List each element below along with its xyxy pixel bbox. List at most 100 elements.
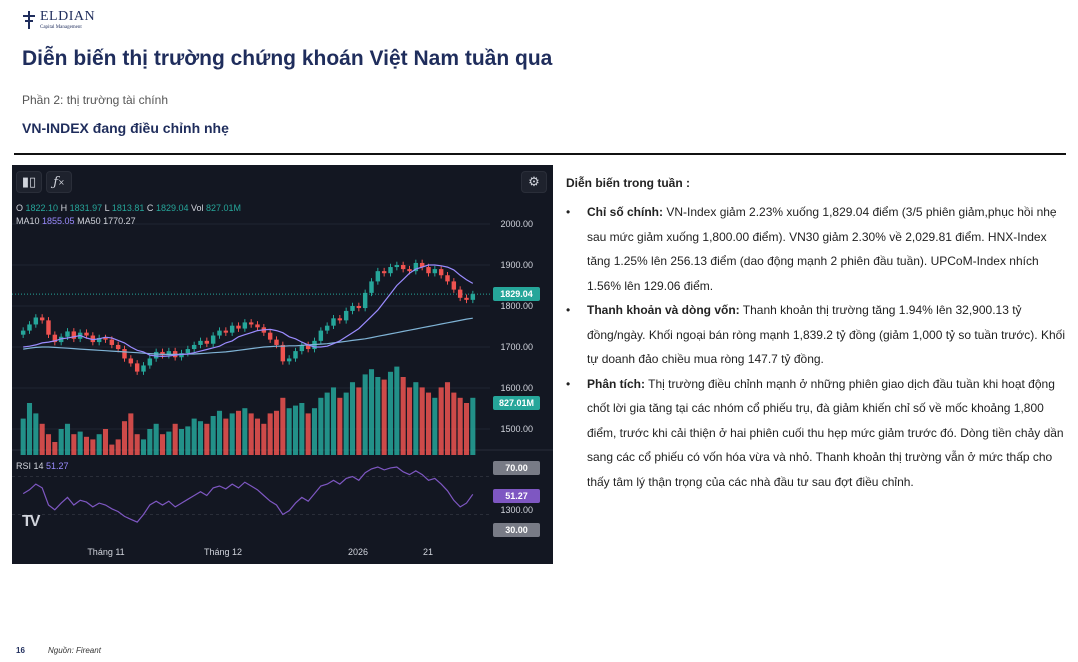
candle-body (356, 306, 362, 309)
volume-bar (292, 405, 299, 455)
volume-bar (58, 429, 64, 455)
volume-bar (381, 379, 387, 455)
candle-body (198, 340, 203, 345)
rsi-tick: 1300.00 (500, 505, 533, 515)
volume-bar (444, 382, 451, 455)
volume-bar (20, 418, 26, 455)
ma50-line (23, 317, 473, 355)
volume-bar (406, 387, 413, 455)
ma10-line (23, 264, 474, 358)
volume-bar (134, 434, 140, 455)
candle-body (274, 339, 279, 345)
candle-body (27, 324, 32, 331)
y-tick: 2000.00 (500, 219, 533, 229)
volume-bar (45, 434, 52, 455)
volume-bar (64, 423, 71, 455)
candle-body (451, 281, 457, 290)
volume-bar (39, 423, 45, 455)
bullet-liquidity: Thanh khoản và dòng vốn: Thanh khoản thị… (566, 298, 1066, 372)
candle-body (90, 335, 96, 343)
volume-bar (261, 423, 267, 455)
candlestick-icon[interactable]: ▮▯ (16, 171, 42, 193)
volume-bar (204, 423, 210, 455)
candle-body (236, 325, 241, 329)
volume-bar (280, 397, 286, 455)
candle-body (293, 351, 298, 359)
candle-body (134, 363, 140, 372)
volume-bar (121, 421, 128, 455)
candle-body (464, 297, 469, 300)
ma-legend: MA10 1855.05 MA50 1770.27 (16, 216, 136, 226)
gear-icon[interactable]: ⚙ (521, 171, 547, 193)
candle-body (280, 344, 286, 362)
candle-body (457, 289, 463, 298)
volume-bar (311, 408, 318, 455)
price-badge: 1829.04 (493, 287, 540, 301)
candle-body (153, 351, 159, 359)
candle-body (419, 262, 425, 268)
volume-bar (140, 439, 147, 455)
volume-bar (178, 429, 185, 455)
y-tick: 1600.00 (500, 383, 533, 393)
volume-bar (242, 408, 248, 455)
y-tick: 1700.00 (500, 342, 533, 352)
candle-body (39, 317, 45, 321)
volume-bar (128, 413, 134, 455)
ohlc-legend: O 1822.10 H 1831.97 L 1813.81 C 1829.04 … (16, 203, 242, 213)
brand-logo: ELDIAN Capital Management (22, 8, 95, 32)
candle-body (286, 358, 292, 362)
rsi-lower-badge: 30.00 (493, 523, 540, 537)
candle-body (210, 335, 216, 344)
candle-body (160, 351, 165, 356)
candle-body (229, 325, 235, 333)
y-tick: 1800.00 (500, 301, 533, 311)
volume-bar (343, 392, 349, 455)
volume-bar (349, 382, 356, 455)
candle-body (46, 320, 51, 335)
candle-body (65, 331, 70, 337)
volume-bar (470, 397, 476, 455)
candle-body (381, 271, 387, 274)
volume-bar (413, 382, 419, 455)
fx-icon[interactable]: ƒ × (46, 171, 72, 193)
volume-bar (457, 397, 463, 455)
candle-body (470, 294, 476, 300)
candle-body (255, 324, 260, 328)
candle-body (52, 334, 58, 343)
volume-bar (375, 377, 381, 455)
candle-body (96, 337, 102, 343)
candle-body (103, 337, 108, 340)
volume-bar (356, 387, 362, 455)
section-label: Phần 2: thị trường tài chính (22, 93, 168, 107)
volume-bar (299, 403, 305, 455)
volume-bar (419, 387, 425, 455)
volume-bar (432, 397, 438, 455)
volume-bar (153, 423, 159, 455)
x-tick: 21 (422, 547, 434, 557)
candle-body (350, 306, 355, 311)
x-tick: 2026 (347, 547, 369, 557)
source-note: Nguồn: Fireant (48, 646, 101, 655)
candle-body (128, 358, 134, 364)
vnindex-chart[interactable]: ▮▯ ƒ × ⚙ O 1822.10 H 1831.97 L 1813.81 C … (12, 165, 553, 564)
rsi-upper-badge: 70.00 (493, 461, 540, 475)
volume-bar (387, 371, 394, 455)
x-tick: Tháng 12 (203, 547, 243, 557)
volume-bar (172, 423, 178, 455)
candle-body (318, 330, 324, 341)
candle-body (432, 269, 438, 274)
candle-body (394, 265, 400, 268)
candle-body (20, 330, 26, 335)
volume-bar (337, 397, 343, 455)
candle-body (115, 344, 121, 350)
volume-bar (147, 429, 153, 455)
volume-bar (368, 369, 375, 455)
volume-bar (267, 413, 273, 455)
brand-tagline: Capital Management (40, 25, 82, 30)
candle-body (426, 267, 431, 274)
candle-body (388, 267, 393, 274)
candle-body (122, 349, 127, 359)
page-title: Diễn biến thị trường chứng khoán Việt Na… (22, 47, 553, 70)
candle-body (191, 344, 197, 350)
eldian-logo-icon (23, 11, 35, 29)
